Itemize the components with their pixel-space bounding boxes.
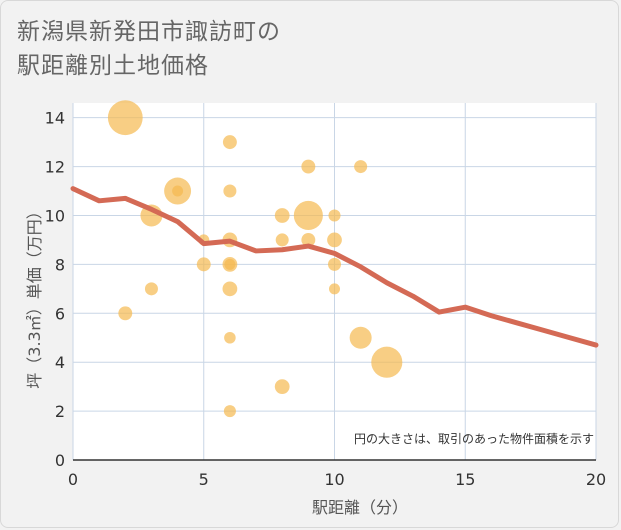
- bubble-point: [274, 379, 290, 395]
- bubble-point: [172, 185, 184, 197]
- chart-title: 新潟県新発田市諏訪町の 駅距離別土地価格: [17, 15, 281, 83]
- bubble-point: [354, 160, 368, 174]
- bubble-point: [327, 232, 342, 248]
- x-tick-label: 20: [586, 470, 606, 489]
- y-tick-label: 4: [55, 353, 65, 372]
- bubble-point: [349, 326, 372, 349]
- bubble-point: [274, 208, 290, 223]
- axis-ticks: 0 5 10 15 20 0 2 4 6 8 10 12 14: [45, 109, 607, 489]
- bubble-point: [223, 184, 237, 198]
- bubble-point: [275, 233, 289, 247]
- bubble-point: [329, 283, 340, 295]
- bubble-point: [224, 331, 236, 344]
- bubble-point: [196, 257, 211, 272]
- chart-title-line2: 駅距離別土地価格: [17, 53, 209, 79]
- x-tick-label: 10: [324, 470, 344, 489]
- y-tick-label: 8: [55, 255, 65, 274]
- x-tick-label: 0: [68, 470, 78, 489]
- bubble-point: [224, 258, 236, 270]
- bubble-point: [328, 209, 341, 222]
- bubble-point: [107, 100, 143, 136]
- bubble-point: [327, 257, 342, 271]
- bubble-series: [107, 100, 403, 418]
- bubble-point: [223, 405, 236, 418]
- y-tick-label: 10: [45, 206, 65, 225]
- y-tick-label: 0: [55, 451, 65, 470]
- bubble-point: [301, 159, 316, 174]
- chart-title-line1: 新潟県新発田市諏訪町の: [17, 19, 281, 45]
- x-tick-label: 5: [199, 470, 209, 489]
- bubble-point: [222, 281, 238, 297]
- x-axis-label: 駅距離（分）: [312, 498, 408, 517]
- y-tick-label: 6: [55, 304, 65, 323]
- bubble-point: [118, 306, 133, 321]
- trend-line: [70, 186, 599, 348]
- y-axis-label: 坪（3.3㎡）単価（万円）: [25, 203, 44, 388]
- y-tick-label: 12: [45, 158, 65, 177]
- bubble-point: [371, 346, 403, 378]
- bubble-point: [301, 232, 316, 247]
- bubble-point: [144, 282, 158, 296]
- y-tick-label: 2: [55, 402, 65, 421]
- bubble-point: [293, 200, 323, 231]
- x-tick-label: 15: [455, 470, 475, 489]
- y-tick-label: 14: [45, 109, 65, 128]
- bubble-point: [222, 135, 237, 150]
- size-note: 円の大きさは、取引のあった物件面積を示す: [354, 431, 594, 446]
